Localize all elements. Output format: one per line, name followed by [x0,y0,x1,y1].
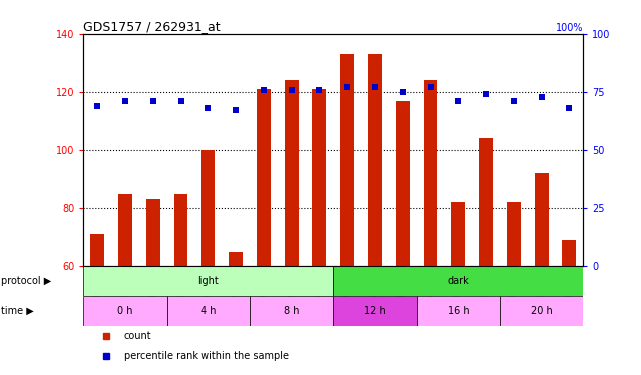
Bar [340,54,354,266]
Text: protocol ▶: protocol ▶ [1,276,51,286]
Bar [257,89,271,266]
Text: 16 h: 16 h [447,306,469,316]
Bar [507,202,520,266]
Text: GDS1757 / 262931_at: GDS1757 / 262931_at [83,20,221,33]
Bar [424,80,438,266]
Text: time ▶: time ▶ [1,306,33,316]
Bar [90,234,104,266]
Text: 4 h: 4 h [201,306,216,316]
Bar [500,296,583,326]
Bar [535,173,549,266]
Text: 100%: 100% [556,22,583,33]
Bar [201,150,215,266]
Bar [563,240,576,266]
Bar [333,296,417,326]
Bar [479,138,493,266]
Bar [451,202,465,266]
Text: count: count [124,331,151,341]
Bar [174,194,188,266]
Bar [83,296,167,326]
Text: 12 h: 12 h [364,306,386,316]
Text: light: light [197,276,219,286]
Bar [167,296,250,326]
Bar [285,80,299,266]
Bar [333,266,583,296]
Bar [146,200,160,266]
Text: 0 h: 0 h [117,306,133,316]
Bar [83,266,333,296]
Text: percentile rank within the sample: percentile rank within the sample [124,351,289,361]
Bar [229,252,243,266]
Bar [250,296,333,326]
Bar [118,194,132,266]
Bar [396,100,410,266]
Bar [368,54,382,266]
Bar [313,89,326,266]
Text: 8 h: 8 h [284,306,299,316]
Text: dark: dark [447,276,469,286]
Text: 20 h: 20 h [531,306,553,316]
Bar [417,296,500,326]
